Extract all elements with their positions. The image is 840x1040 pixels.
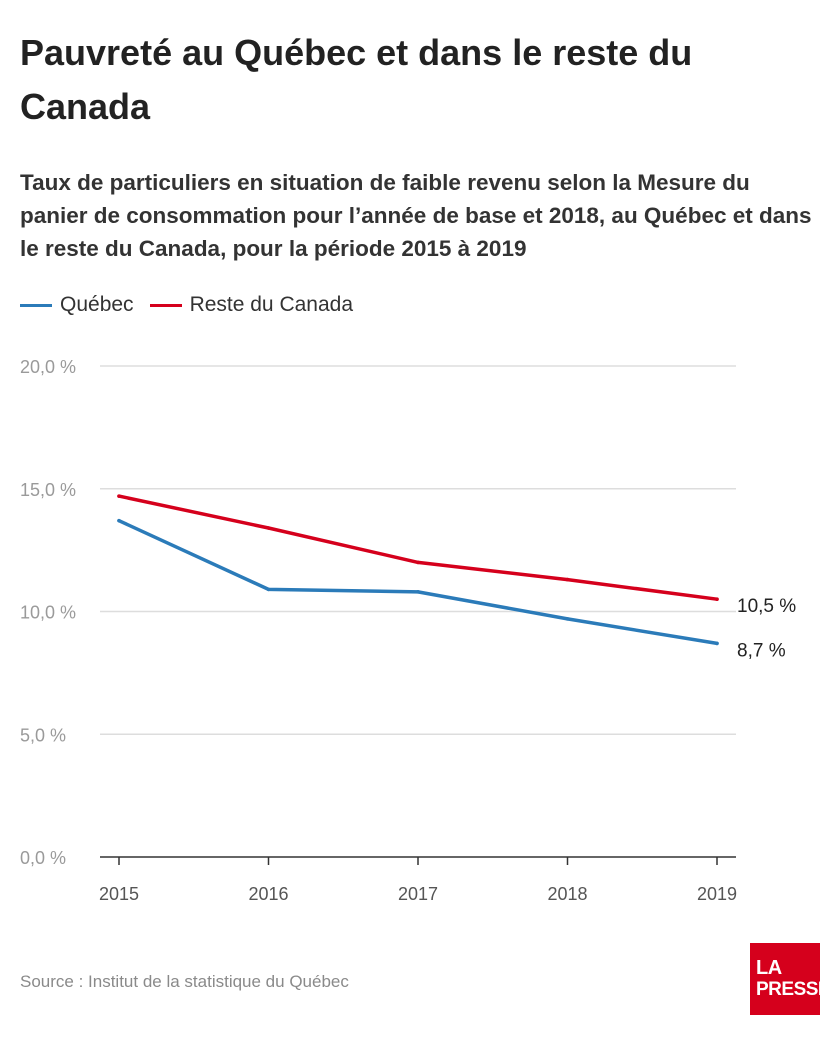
y-tick-label: 10,0 % (20, 603, 76, 623)
series-line-reste-du-canada (117, 494, 719, 601)
x-tick-label: 2016 (248, 884, 288, 904)
data-point-reste-du-canada (715, 597, 719, 602)
chart-subtitle: Taux de particuliers en situation de fai… (20, 170, 812, 261)
end-label-reste-du-canada: 10,5 % (737, 596, 796, 617)
x-tick-label: 2015 (99, 884, 139, 904)
line-chart: 0,0 % 5,0 % 10,0 % 15,0 % 20,0 % 2015 2016 2017… (20, 357, 796, 904)
data-point-reste-du-canada (117, 494, 121, 498)
legend: Québec Reste du Canada (20, 290, 369, 320)
source-note: Source : Institut de la statistique du Q… (20, 972, 349, 991)
x-tick-label: 2017 (398, 884, 438, 904)
chart-title: Pauvreté au Québec et dans le reste du C… (20, 32, 693, 127)
x-tick-label: 2018 (547, 884, 587, 904)
y-tick-label: 0,0 % (20, 848, 66, 868)
end-label-quebec: 8,7 % (737, 640, 786, 661)
legend-label-quebec: Québec (60, 293, 134, 316)
y-tick-label: 15,0 % (20, 480, 76, 500)
legend-swatch-reste-du-canada (149, 303, 182, 307)
legend-label-reste-du-canada: Reste du Canada (189, 293, 354, 316)
y-tick-label: 5,0 % (20, 725, 66, 745)
series-line-quebec (117, 518, 719, 646)
data-point-quebec (715, 641, 719, 646)
legend-item-quebec: Québec (20, 293, 134, 317)
y-tick-label: 20,0 % (20, 357, 76, 377)
x-tick-label: 2019 (697, 884, 737, 904)
data-point-reste-du-canada (565, 577, 570, 582)
data-point-quebec (266, 587, 271, 592)
logo-line-2: PRESSE (756, 979, 831, 1000)
logo-line-1: LA (756, 957, 782, 979)
la-presse-logo: LA PRESSE (750, 943, 831, 1015)
legend-item-reste-du-canada: Reste du Canada (149, 293, 354, 317)
data-point-quebec (117, 518, 121, 523)
data-point-quebec (416, 590, 420, 594)
legend-swatch-quebec (20, 303, 52, 307)
data-point-reste-du-canada (266, 526, 271, 530)
data-point-reste-du-canada (416, 560, 420, 565)
data-point-quebec (565, 617, 570, 621)
